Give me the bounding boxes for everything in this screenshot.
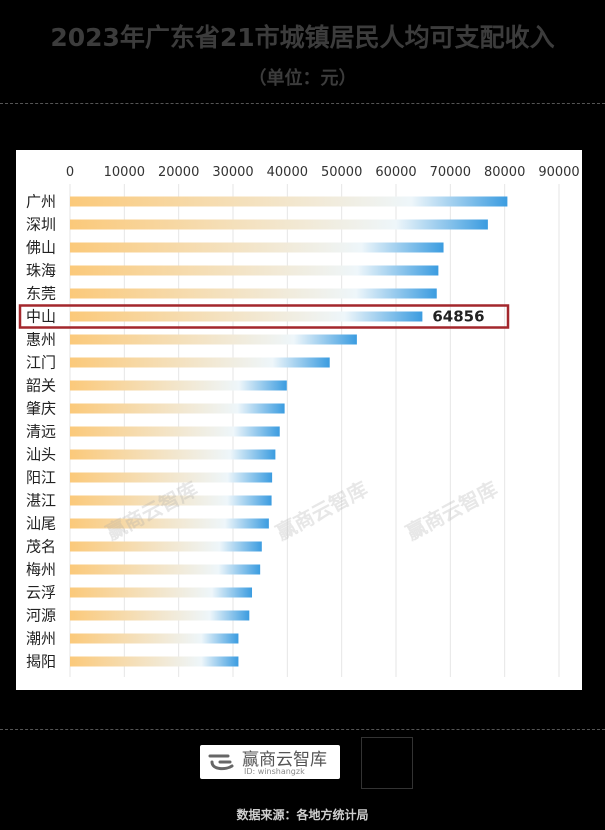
bar <box>70 403 285 414</box>
footer-divider <box>0 729 605 730</box>
bar <box>70 357 330 368</box>
bar <box>70 265 439 276</box>
bar <box>70 472 273 483</box>
bar <box>70 449 276 460</box>
category-label: 阳江 <box>26 469 56 487</box>
x-tick-label: 50000 <box>321 165 362 180</box>
category-label: 河源 <box>26 607 56 625</box>
category-label: 湛江 <box>26 492 56 510</box>
category-label: 惠州 <box>26 331 56 349</box>
bar <box>70 311 423 322</box>
category-label: 佛山 <box>26 239 56 257</box>
chart-panel: 0 10000 20000 30000 40000 50000 60000 70000 8000… <box>16 150 582 690</box>
x-tick-label: 30000 <box>212 165 253 180</box>
bar <box>70 633 239 644</box>
highlight-layer: 64856 <box>18 304 510 329</box>
header-divider <box>0 103 605 104</box>
category-label: 江门 <box>26 354 56 372</box>
category-label: 深圳 <box>26 216 56 234</box>
qr-code <box>361 737 413 789</box>
category-label: 清远 <box>26 423 56 441</box>
x-tick-label: 20000 <box>158 165 199 180</box>
x-tick-label: 70000 <box>430 165 471 180</box>
category-label: 汕头 <box>26 446 56 464</box>
bar <box>70 288 437 299</box>
bar <box>70 426 280 437</box>
category-label: 珠海 <box>26 262 56 280</box>
page-subtitle: （单位：元） <box>248 68 357 89</box>
x-tick-label: 80000 <box>484 165 525 180</box>
x-tick-label: 40000 <box>267 165 308 180</box>
page-title: 2023年广东省21市城镇居民人均可支配收入 <box>50 23 555 52</box>
bar <box>70 587 253 598</box>
category-label: 东莞 <box>26 285 56 303</box>
x-tick-label: 10000 <box>104 165 145 180</box>
bar <box>70 219 488 230</box>
highlight-box <box>18 304 510 329</box>
category-label: 汕尾 <box>26 515 56 533</box>
bar <box>70 541 262 552</box>
bar <box>70 564 261 575</box>
brand-logo: 赢商云智库 ID: winshangzk <box>200 745 340 779</box>
bar-chart: 0 10000 20000 30000 40000 50000 60000 70000 8000… <box>18 165 580 677</box>
bar <box>70 334 357 345</box>
x-tick-label: 0 <box>66 165 74 180</box>
category-labels: 广州深圳佛山珠海东莞中山惠州江门韶关肇庆清远汕头阳江湛江汕尾茂名梅州云浮河源潮州… <box>26 193 56 671</box>
x-axis-ticks: 0 10000 20000 30000 40000 50000 60000 70000 8000… <box>66 165 580 180</box>
bar <box>70 196 508 207</box>
x-tick-label: 90000 <box>538 165 579 180</box>
category-label: 揭阳 <box>26 653 56 671</box>
category-label: 韶关 <box>26 377 56 395</box>
x-tick-label: 60000 <box>375 165 416 180</box>
highlight-value-label: 64856 <box>432 308 484 326</box>
bar <box>70 242 444 253</box>
bar <box>70 656 239 667</box>
category-label: 潮州 <box>26 630 56 648</box>
bar <box>70 518 269 529</box>
category-label: 广州 <box>26 193 56 211</box>
category-label: 中山 <box>26 308 56 326</box>
category-label: 肇庆 <box>26 400 56 418</box>
category-label: 梅州 <box>26 561 56 579</box>
brand-id: ID: winshangzk <box>244 767 305 776</box>
brand-name: 赢商云智库 <box>242 750 327 770</box>
bars <box>70 196 508 667</box>
category-label: 茂名 <box>26 538 56 556</box>
data-source: 数据来源：各地方统计局 <box>236 808 369 822</box>
bar <box>70 610 250 621</box>
bar <box>70 495 272 506</box>
category-label: 云浮 <box>26 584 56 602</box>
brand-mark-icon <box>208 754 234 771</box>
bar <box>70 380 287 391</box>
